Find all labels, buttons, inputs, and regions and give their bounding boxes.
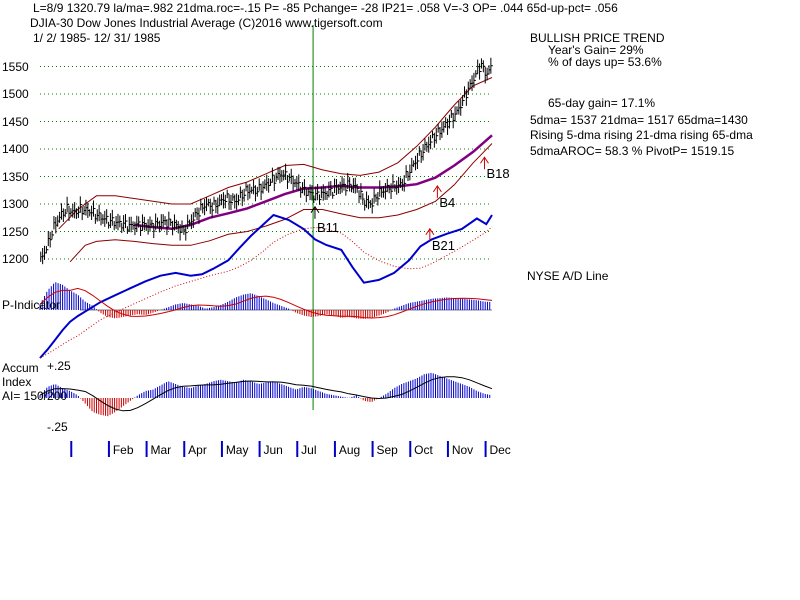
ai-label: AI= 150/200 (2, 389, 68, 403)
month-label-nov: Nov (451, 443, 474, 457)
rising-dma-status: Rising 5-dma rising 21-dma rising 65-dma (530, 128, 753, 142)
upper-band-line (58, 77, 493, 230)
ad-line-ma (39, 226, 493, 359)
month-label-aug: Aug (338, 443, 361, 457)
y-tick-1350: 1350 (2, 169, 29, 184)
signal-label-B11: B11 (316, 219, 340, 235)
ad-line-series (39, 213, 493, 359)
y-tick-1300: 1300 (2, 197, 29, 211)
aroc-pivot: 5dmaAROC= 58.3 % PivotP= 1519.15 (530, 144, 735, 158)
accum-plus-label: +.25 (47, 359, 71, 373)
y-tick-1550: 1550 (2, 59, 29, 74)
lower-band-line (69, 143, 493, 263)
month-label-jun: Jun (263, 443, 283, 457)
month-label-feb: Feb (112, 443, 134, 457)
p-indicator-series (39, 282, 493, 319)
header-title-line: DJIA-30 Dow Jones Industrial Average (C)… (30, 16, 383, 30)
signal-markers (310, 156, 489, 241)
x-axis (70, 441, 487, 457)
price-bands (58, 77, 493, 263)
header-date-range: 1/ 2/ 1985- 12/ 31/ 1985 (33, 31, 161, 45)
p-indicator-label: P-Indicator (2, 298, 61, 312)
p-indicator-ma (39, 287, 493, 319)
signal-label-B21: B21 (431, 237, 455, 253)
y-tick-1400: 1400 (2, 142, 29, 156)
accum-ma (39, 376, 493, 412)
month-label-mar: Mar (150, 443, 172, 457)
signal-arrowhead-B11 (310, 205, 320, 214)
index-label: Index (2, 375, 32, 389)
month-label-sep: Sep (376, 443, 398, 457)
signal-label-B4: B4 (439, 194, 456, 210)
accum-label: Accum (2, 361, 39, 375)
accum-minus-label: -.25 (47, 420, 68, 434)
month-label-oct: Oct (414, 443, 433, 457)
month-label-dec: Dec (489, 443, 511, 457)
gridlines (40, 25, 492, 410)
dma-values: 5dma= 1537 21dma= 1517 65dma=1430 (530, 113, 748, 127)
signal-arrowhead-B21 (425, 227, 435, 236)
y-tick-1450: 1450 (2, 114, 29, 129)
month-label-may: May (225, 443, 249, 457)
ad-line (39, 213, 493, 359)
y-tick-1200: 1200 (2, 252, 29, 266)
month-label-jul: Jul (301, 443, 317, 457)
header-stats-line: L=8/9 1320.79 la/ma=.982 21dma.roc=-.15 … (33, 1, 618, 15)
signal-label-B18: B18 (486, 166, 510, 182)
days-up-pct: % of days up= 53.6% (548, 55, 662, 69)
years-gain: Year's Gain= 29% (548, 43, 644, 57)
gain-65-day: 65-day gain= 17.1% (548, 96, 656, 110)
signal-arrowhead-B18 (480, 156, 489, 164)
trend-title: BULLISH PRICE TREND (530, 31, 665, 45)
month-label-apr: Apr (188, 443, 207, 457)
price-series (40, 57, 493, 265)
ma65-line (134, 134, 493, 231)
nyse-ad-label: NYSE A/D Line (527, 269, 609, 283)
accum-index-series (39, 372, 493, 417)
y-tick-1250: 1250 (2, 224, 29, 239)
signal-arrowhead-B4 (432, 184, 442, 193)
y-tick-1500: 1500 (2, 87, 29, 101)
